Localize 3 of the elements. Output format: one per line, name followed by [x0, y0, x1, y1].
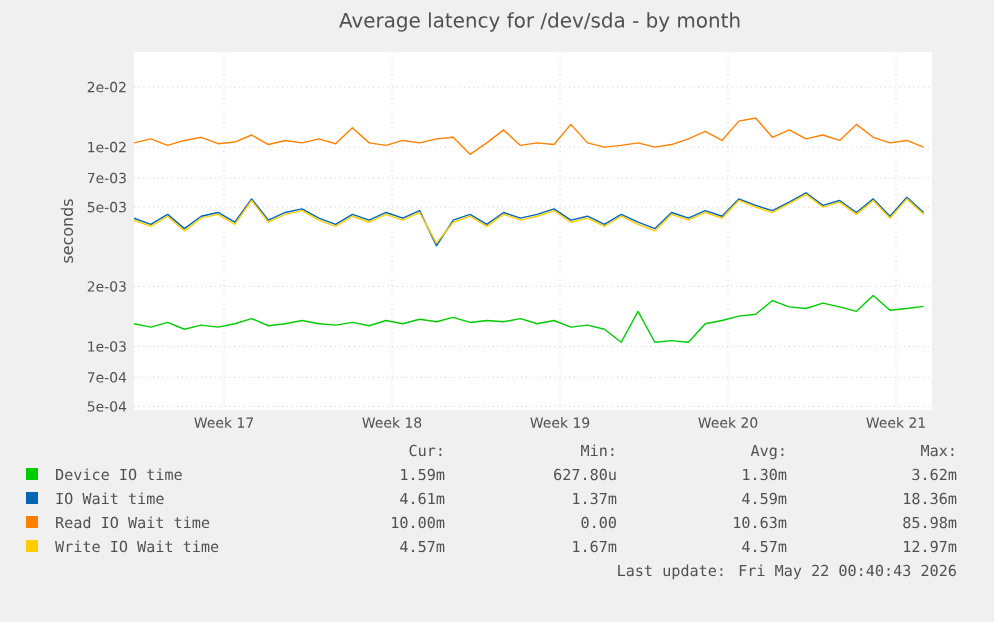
- line-series: [134, 294, 925, 343]
- chart-title: Average latency for /dev/sda - by month: [339, 12, 740, 32]
- line-series: [134, 117, 925, 156]
